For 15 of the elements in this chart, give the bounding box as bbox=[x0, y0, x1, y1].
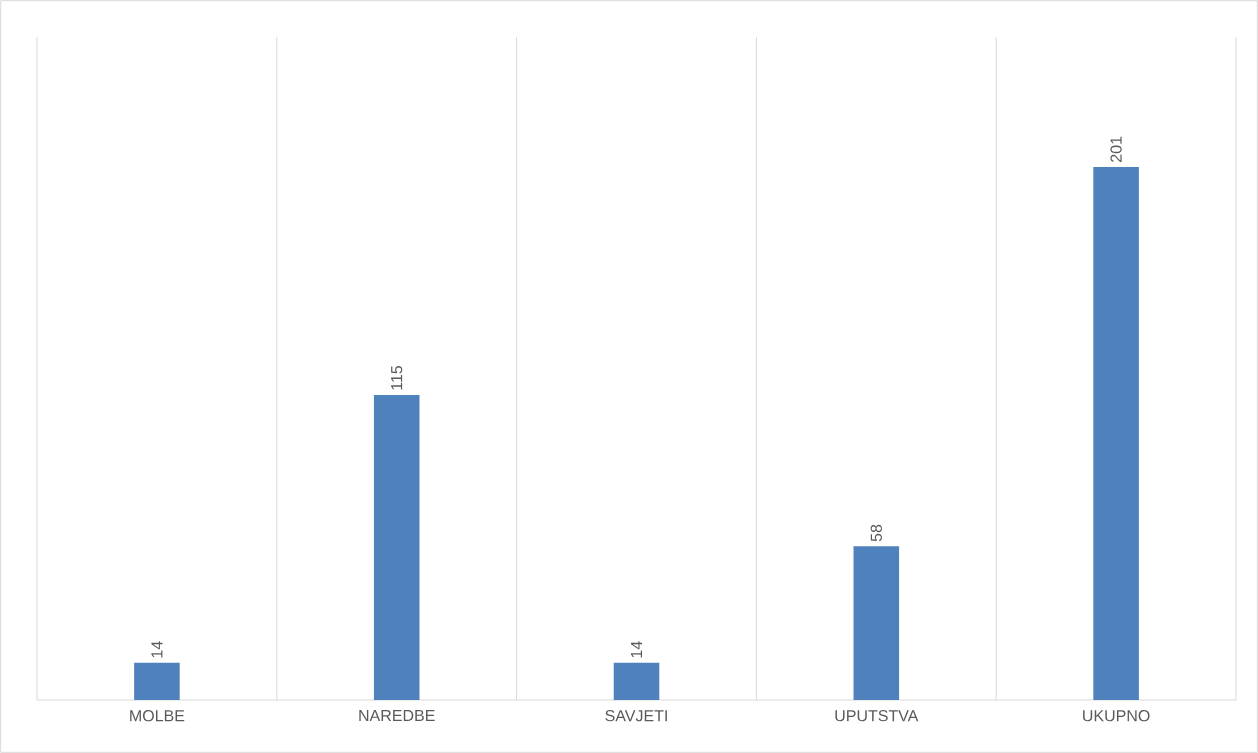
data-label: 14 bbox=[631, 641, 643, 658]
x-tick-label: SAVJETI bbox=[605, 710, 667, 722]
bar bbox=[1093, 166, 1139, 700]
data-label: 14 bbox=[151, 641, 163, 658]
bar bbox=[134, 662, 180, 700]
data-label: 58 bbox=[870, 524, 882, 542]
data-label: 201 bbox=[1110, 136, 1122, 162]
x-tick-label: UKUPNO bbox=[1083, 710, 1150, 722]
bar bbox=[613, 662, 660, 700]
data-label: 115 bbox=[391, 365, 403, 390]
x-tick-label: NAREDBE bbox=[359, 710, 435, 722]
bar bbox=[373, 395, 420, 700]
bar bbox=[853, 546, 900, 700]
x-tick-label: UPUTSTVA bbox=[835, 710, 919, 722]
x-tick-label: MOLBE bbox=[130, 710, 185, 722]
